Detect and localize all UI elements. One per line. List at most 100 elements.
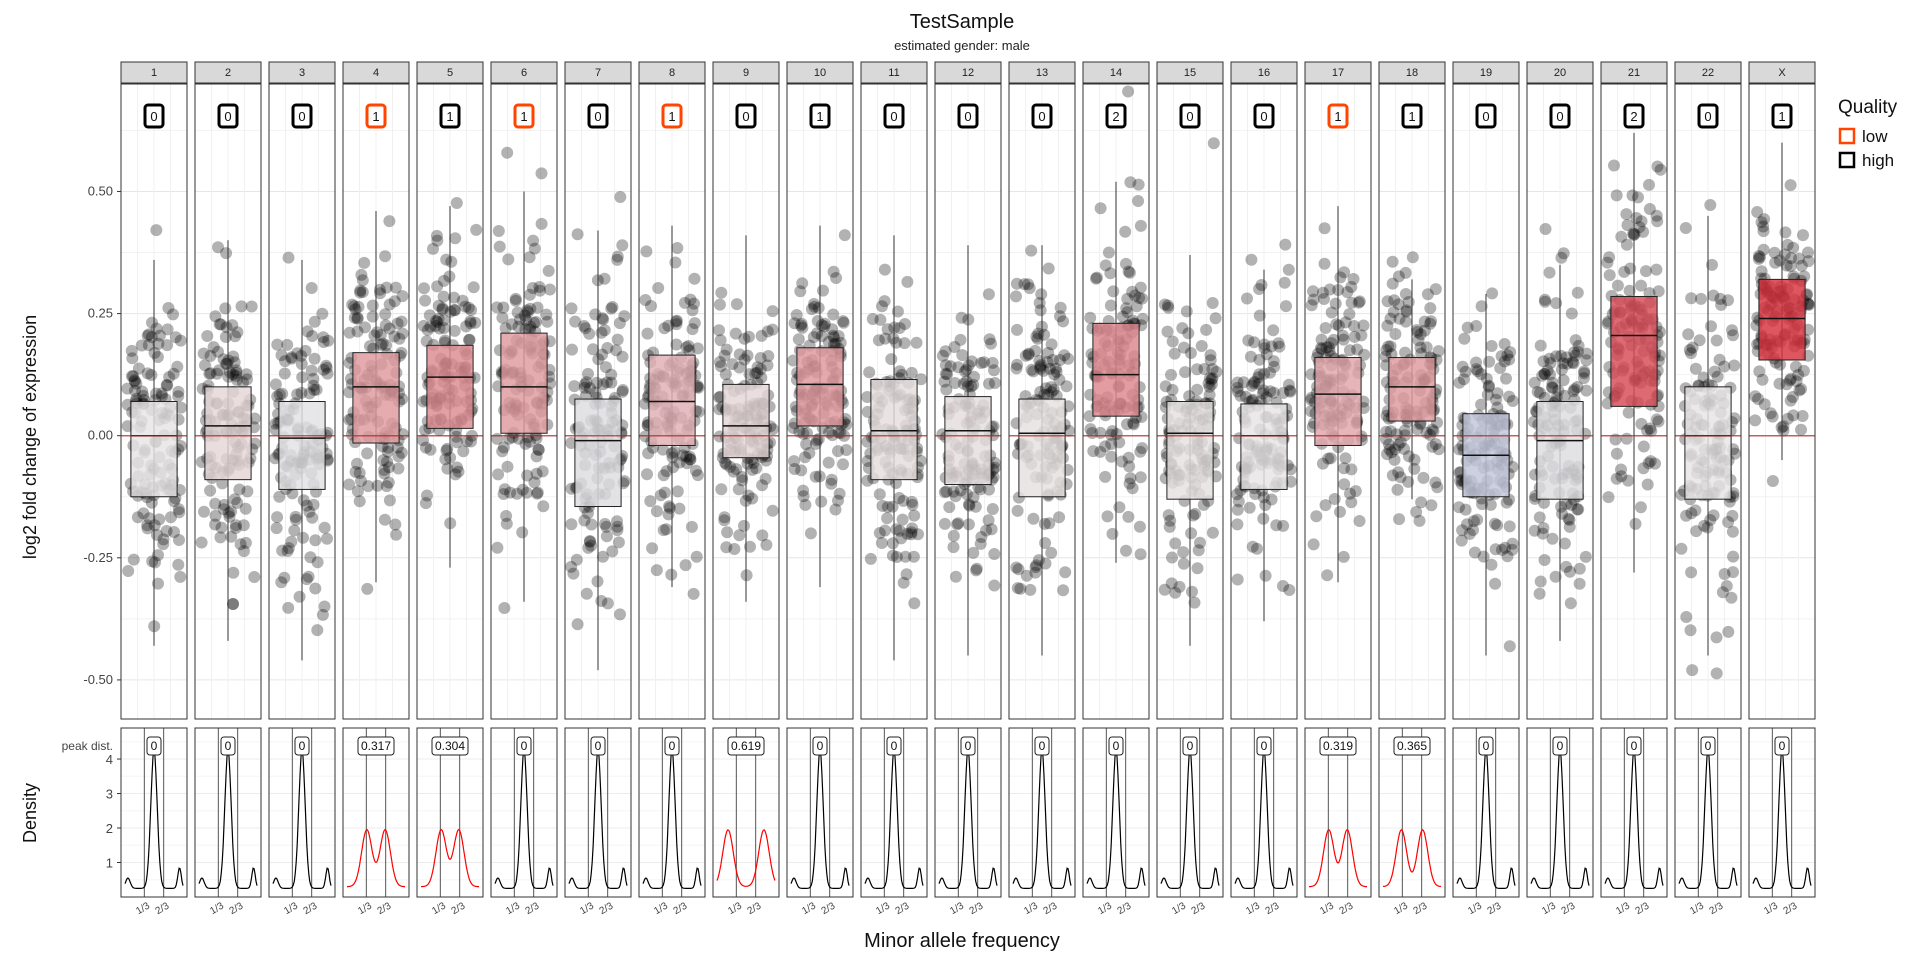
data-point xyxy=(1105,438,1118,450)
data-point xyxy=(389,281,402,294)
data-point xyxy=(142,328,155,341)
data-point xyxy=(497,441,510,454)
data-point xyxy=(1265,493,1278,506)
data-point xyxy=(986,356,999,369)
peak-distance-label: 0 xyxy=(299,739,306,753)
data-point xyxy=(233,483,246,496)
data-point xyxy=(684,293,697,306)
data-point xyxy=(1457,373,1470,386)
density-y-tick-label: 2 xyxy=(106,821,113,836)
data-point xyxy=(1790,360,1802,373)
data-point xyxy=(1344,487,1356,500)
data-point xyxy=(521,306,534,319)
data-point xyxy=(1054,354,1066,366)
data-point xyxy=(1133,520,1146,533)
data-point xyxy=(1244,350,1257,363)
data-point xyxy=(361,582,374,595)
data-point xyxy=(375,338,388,351)
density-panel-bg xyxy=(1527,728,1593,897)
data-point xyxy=(1651,215,1664,228)
data-point xyxy=(1549,570,1562,583)
data-point xyxy=(1711,370,1724,383)
data-point xyxy=(1456,524,1469,537)
data-point xyxy=(1345,281,1358,293)
data-point xyxy=(1627,227,1640,240)
data-point xyxy=(790,309,803,321)
data-point xyxy=(452,465,465,478)
data-point xyxy=(1537,355,1550,368)
data-point xyxy=(803,447,816,459)
data-point xyxy=(437,314,450,327)
density-panel-border xyxy=(1674,727,1742,898)
data-point xyxy=(1728,359,1741,372)
score-badge xyxy=(513,103,535,129)
data-point xyxy=(715,286,728,299)
data-point xyxy=(692,405,705,418)
expression-y-tick-label: -0.50 xyxy=(83,672,113,687)
data-point xyxy=(599,361,612,374)
score-badge-label: 1 xyxy=(1334,109,1341,124)
data-point xyxy=(646,542,659,555)
data-point xyxy=(639,397,652,410)
data-point xyxy=(318,600,331,613)
data-point xyxy=(982,288,995,301)
density-x-tick-label: 1/3 xyxy=(948,900,966,917)
score-badge xyxy=(1327,103,1349,129)
data-point xyxy=(1561,357,1574,370)
data-point xyxy=(1705,320,1717,333)
data-point xyxy=(1698,519,1711,532)
box-iqr xyxy=(352,352,400,444)
data-point xyxy=(616,385,629,398)
density-panel-bg xyxy=(1009,728,1075,897)
peak-distance-badge xyxy=(146,736,162,756)
data-point xyxy=(1187,509,1200,522)
density-x-tick-label: 2/3 xyxy=(1782,900,1800,917)
data-point xyxy=(1615,463,1627,476)
density-x-tick-label: 1/3 xyxy=(652,900,670,917)
data-point xyxy=(1121,306,1134,319)
density-panel-border xyxy=(1082,727,1150,898)
expression-panel-border xyxy=(1082,83,1150,720)
data-point xyxy=(1429,438,1442,451)
data-point xyxy=(1506,543,1519,556)
data-point xyxy=(491,301,503,314)
data-point xyxy=(1023,282,1036,295)
data-point xyxy=(540,308,553,321)
data-point xyxy=(1282,263,1295,276)
data-point xyxy=(237,519,250,532)
facet-strip-label: 18 xyxy=(1406,67,1418,79)
data-point xyxy=(1471,513,1484,526)
data-point xyxy=(947,529,960,542)
data-point xyxy=(1232,495,1245,508)
facet-strip-label: 22 xyxy=(1702,67,1714,79)
score-badge xyxy=(661,103,683,129)
data-point xyxy=(746,463,759,476)
data-point xyxy=(872,334,885,347)
data-point xyxy=(579,322,592,335)
data-point xyxy=(797,490,810,503)
data-point xyxy=(1204,354,1217,367)
data-point xyxy=(366,310,379,323)
data-point xyxy=(754,363,767,376)
data-point xyxy=(571,618,584,631)
data-point xyxy=(432,312,445,325)
data-point xyxy=(1713,353,1726,366)
data-point xyxy=(766,423,779,436)
data-point xyxy=(1191,562,1204,575)
data-point xyxy=(1054,310,1066,323)
peak-distance-badge xyxy=(1182,736,1198,756)
data-point xyxy=(1399,266,1412,279)
data-point xyxy=(427,242,439,255)
data-point xyxy=(804,527,817,540)
data-point xyxy=(1231,573,1244,586)
data-point xyxy=(273,490,286,503)
data-point xyxy=(1786,391,1799,403)
data-point xyxy=(542,264,555,277)
data-point xyxy=(378,464,391,476)
data-point xyxy=(1565,498,1578,511)
data-point xyxy=(1191,363,1203,376)
data-point xyxy=(906,498,919,511)
facet-strip-label: 1 xyxy=(151,67,157,79)
data-point xyxy=(281,545,294,557)
data-point xyxy=(1528,376,1541,389)
